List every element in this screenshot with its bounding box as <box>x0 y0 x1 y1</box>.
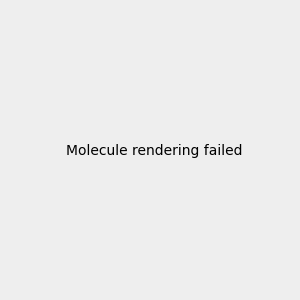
Text: Molecule rendering failed: Molecule rendering failed <box>65 145 242 158</box>
